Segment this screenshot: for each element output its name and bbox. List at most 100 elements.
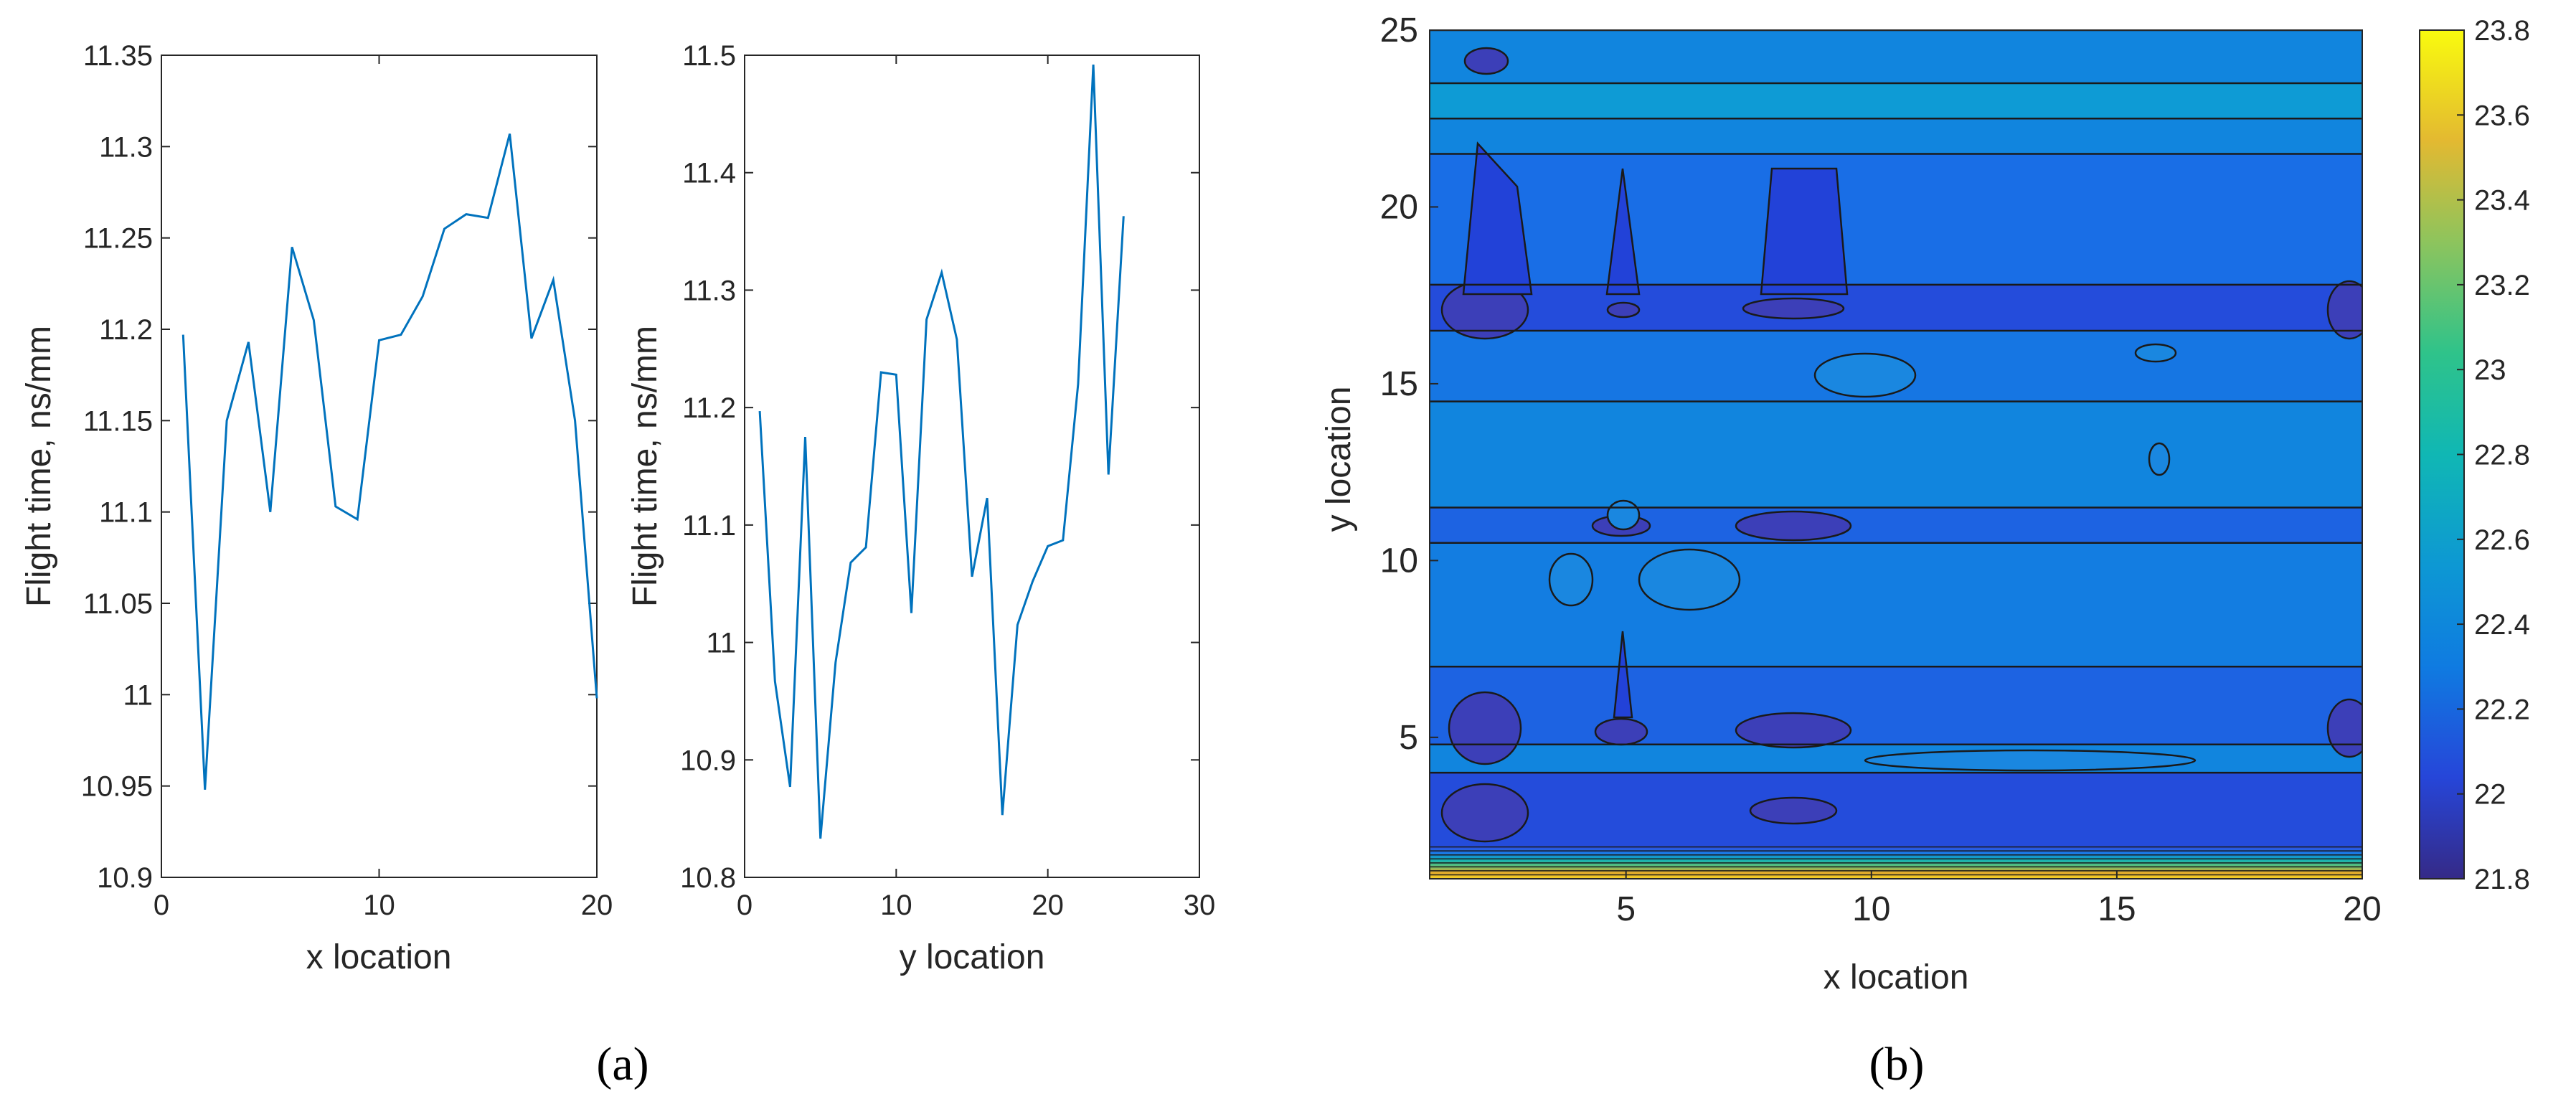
chart-a-right: 10.8 10.9 11 11.1 11.2 11.3 11.4 11.5 0 10 20 30 y… <box>626 40 1215 976</box>
y-tick-label: 5 <box>1399 719 1418 757</box>
y-tick-label: 10 <box>1380 542 1418 580</box>
colorbar-tick-label: 22 <box>2474 779 2506 811</box>
y-ticks: 10.9 10.95 11 11.05 11.1 11.15 11.2 11.25 11.3 11… <box>81 40 597 894</box>
colorbar-tick-label: 23.4 <box>2474 185 2530 217</box>
contour-lines <box>1430 30 2362 876</box>
y-axis-label: y location <box>1320 387 1358 532</box>
contour-peak <box>1462 141 1533 296</box>
y-tick-label: 11.35 <box>83 40 153 72</box>
y-tick-label: 11.25 <box>83 223 153 255</box>
x-ticks: 0 10 20 <box>154 55 613 921</box>
contour-peak <box>1605 168 1641 296</box>
y-tick-label: 10.9 <box>680 745 736 776</box>
contour-band <box>1430 507 2362 543</box>
x-tick-label: 15 <box>2098 890 2136 928</box>
contour-island <box>1548 552 1594 607</box>
contour-band <box>1430 666 2362 745</box>
y-axis-label: Flight time, ns/mm <box>626 326 664 607</box>
contour-island <box>1735 510 1852 542</box>
y-tick-label: 10.8 <box>680 862 736 894</box>
contour-island <box>1735 712 1852 749</box>
y-ticks: 5 10 15 20 25 <box>1380 11 1438 757</box>
contour-peaks <box>1462 141 1849 719</box>
y-tick-label: 11.1 <box>682 510 736 542</box>
contour-island <box>1606 301 1641 319</box>
contour-bands <box>1430 30 2362 847</box>
x-axis-label: y location <box>900 938 1045 976</box>
y-tick-label: 11.2 <box>99 314 153 346</box>
x-ticks: 0 10 20 30 <box>737 55 1215 921</box>
panel-label-b: (b) <box>1869 1038 1925 1090</box>
y-tick-label: 11.3 <box>99 131 153 163</box>
colorbar-tick-label: 23.2 <box>2474 270 2530 301</box>
contour-islands <box>1440 47 2362 843</box>
x-tick-label: 20 <box>581 890 613 921</box>
contour-island <box>1638 548 1741 611</box>
contour-island <box>2148 442 2171 476</box>
contour-peak <box>1613 631 1633 719</box>
y-tick-label: 25 <box>1380 11 1418 49</box>
plot-frame <box>744 55 1200 878</box>
contour-band <box>1430 773 2362 847</box>
x-axis-label: x location <box>1824 958 1969 996</box>
x-tick-label: 10 <box>1852 890 1890 928</box>
colorbar-tick-label: 22.2 <box>2474 694 2530 725</box>
plot-frame <box>1429 29 2363 880</box>
contour-fill <box>1430 30 2362 879</box>
y-axis-label: Flight time, ns/mm <box>20 326 58 607</box>
y-tick-label: 11 <box>706 628 736 659</box>
y-tick-label: 11.1 <box>99 497 153 529</box>
contour-island <box>1606 499 1641 531</box>
y-tick-label: 11.2 <box>682 392 736 424</box>
panel-label-a: (a) <box>596 1038 648 1090</box>
contour-island <box>1448 691 1522 765</box>
x-tick-label: 5 <box>1616 890 1636 928</box>
series-line <box>181 133 598 790</box>
colorbar-tick-label: 22.8 <box>2474 440 2530 471</box>
y-tick-label: 11.4 <box>682 158 736 189</box>
chart-a-left: 10.9 10.95 11 11.05 11.1 11.15 11.2 11.25 11.3 11… <box>20 40 613 976</box>
contour-band <box>1430 118 2362 154</box>
colorbar-ticks: 21.8 22 22.2 22.4 22.6 22.8 23 23.2 23.4 23.6 23.8 <box>2457 15 2530 895</box>
plot-frame <box>161 55 598 878</box>
contour-island <box>1813 352 1917 398</box>
contour-peak <box>1760 167 1849 296</box>
series-line <box>758 65 1125 839</box>
contour-island <box>1749 796 1838 825</box>
x-tick-label: 20 <box>1032 890 1064 921</box>
colorbar-tick-label: 23.8 <box>2474 15 2530 47</box>
y-tick-label: 20 <box>1380 188 1418 226</box>
colorbar-tick-label: 21.8 <box>2474 864 2530 895</box>
contour-island <box>1440 783 1529 843</box>
y-tick-label: 11 <box>123 679 153 711</box>
x-axis-label: x location <box>306 938 452 976</box>
colorbar <box>2419 29 2465 880</box>
contour-island <box>2134 343 2177 363</box>
colorbar-tick-label: 22.6 <box>2474 524 2530 556</box>
contour-band <box>1430 82 2362 119</box>
contour-band <box>1430 30 2362 83</box>
colorbar-tick-label: 23.6 <box>2474 100 2530 131</box>
contour-island <box>1864 749 2197 772</box>
x-ticks: 5 10 15 20 <box>1616 870 2382 928</box>
contour-island <box>1594 717 1648 746</box>
y-ticks: 10.8 10.9 11 11.1 11.2 11.3 11.4 11.5 <box>680 40 1199 894</box>
contour-island <box>1742 297 1845 320</box>
contour-band <box>1430 401 2362 508</box>
colorbar-tick-label: 22.4 <box>2474 609 2530 641</box>
y-tick-label: 11.15 <box>83 405 153 437</box>
colorbar-tick-label: 23 <box>2474 354 2506 386</box>
y-tick-label: 10.95 <box>81 771 153 803</box>
x-tick-label: 30 <box>1184 890 1216 921</box>
contour-island <box>1463 47 1509 75</box>
contour-band <box>1430 154 2362 285</box>
y-tick-label: 10.9 <box>97 862 153 894</box>
contour-island <box>2326 280 2362 340</box>
x-tick-label: 20 <box>2343 890 2381 928</box>
x-tick-label: 0 <box>737 890 752 921</box>
y-tick-label: 11.3 <box>682 275 736 306</box>
y-tick-label: 15 <box>1380 365 1418 403</box>
x-tick-label: 10 <box>880 890 912 921</box>
